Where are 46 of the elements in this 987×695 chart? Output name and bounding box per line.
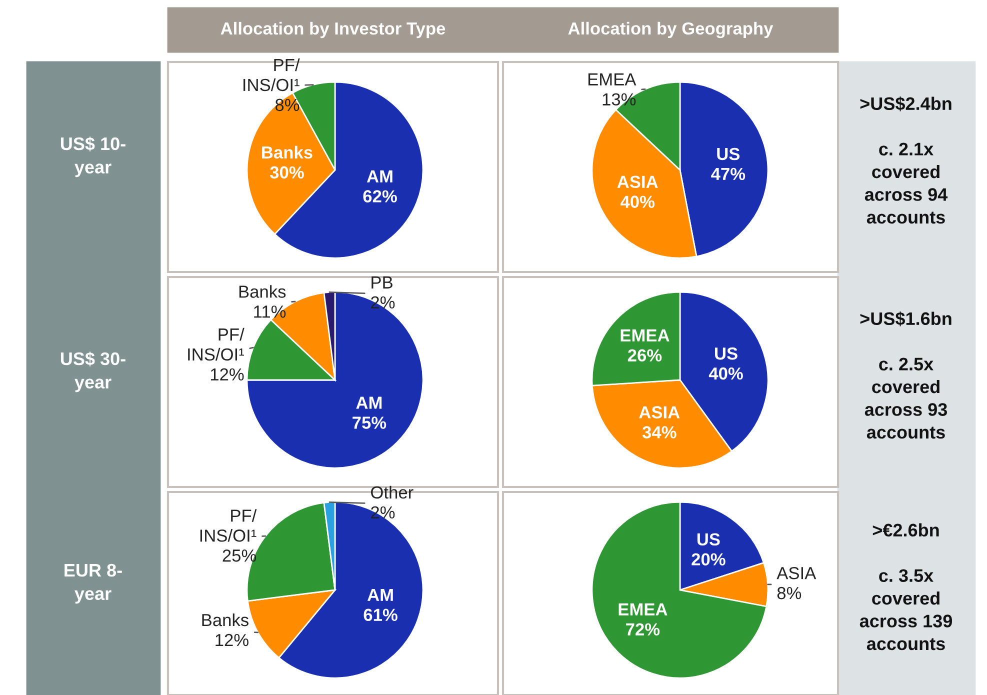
slice-label: AM	[366, 170, 392, 182]
slice-label: Banks	[202, 613, 248, 626]
data-label: 20%	[692, 553, 726, 566]
slice-label: EMEA	[588, 73, 636, 86]
slice-label: AM	[356, 396, 382, 409]
data-label: 40%	[708, 367, 743, 380]
data-label: 40%	[620, 196, 655, 208]
slice-label: Other	[371, 486, 414, 499]
data-label: 62%	[363, 190, 397, 202]
slice-label: Banks	[262, 146, 312, 159]
slice-label: PF/ INS/OI¹	[188, 328, 244, 361]
slice-label: US	[715, 347, 738, 360]
slice-label: PF/ INS/OI¹	[200, 509, 257, 542]
text: US$ 10- year	[60, 136, 126, 178]
data-label: 30%	[270, 166, 304, 179]
data-label: 72%	[626, 623, 660, 636]
data-label: 2%	[371, 296, 395, 308]
data-label: 47%	[711, 168, 746, 180]
slice-label: ASIA	[639, 406, 680, 418]
slice-label: PB	[372, 276, 392, 288]
data-label: 75%	[352, 416, 386, 429]
data-label: 12%	[216, 634, 248, 646]
text: EUR 8- year	[64, 564, 122, 604]
text: >€2.6bn c. 3.5x covered across 139 accounts	[860, 523, 952, 650]
data-label: 8%	[275, 98, 300, 112]
data-label: 8%	[777, 586, 802, 600]
slice-label: ASIA	[776, 566, 816, 580]
slice-label: PF/ INS/OI¹	[244, 58, 300, 92]
data-label: 26%	[628, 349, 662, 362]
data-label: 2%	[371, 506, 395, 518]
data-label: 61%	[364, 608, 398, 622]
slice-label: EMEA	[620, 329, 670, 342]
text: US$ 30- year	[60, 352, 126, 392]
slice-label: ASIA	[617, 176, 658, 188]
text: >US$2.4bn c. 2.1x covered across 94 accounts	[860, 96, 952, 224]
pie-slice	[591, 501, 768, 679]
text: Allocation by Geography	[568, 22, 774, 38]
data-label: 34%	[642, 426, 676, 438]
text: Allocation by Investor Type	[220, 22, 446, 38]
slice-label: AM	[367, 588, 393, 601]
slice-label: US	[717, 148, 740, 160]
data-label: 12%	[210, 368, 244, 381]
slice-label: US	[697, 533, 720, 546]
slice-label: EMEA	[618, 603, 668, 616]
slice-label: Banks	[239, 285, 286, 298]
text: >US$1.6bn c. 2.5x covered across 93 accounts	[860, 311, 952, 439]
